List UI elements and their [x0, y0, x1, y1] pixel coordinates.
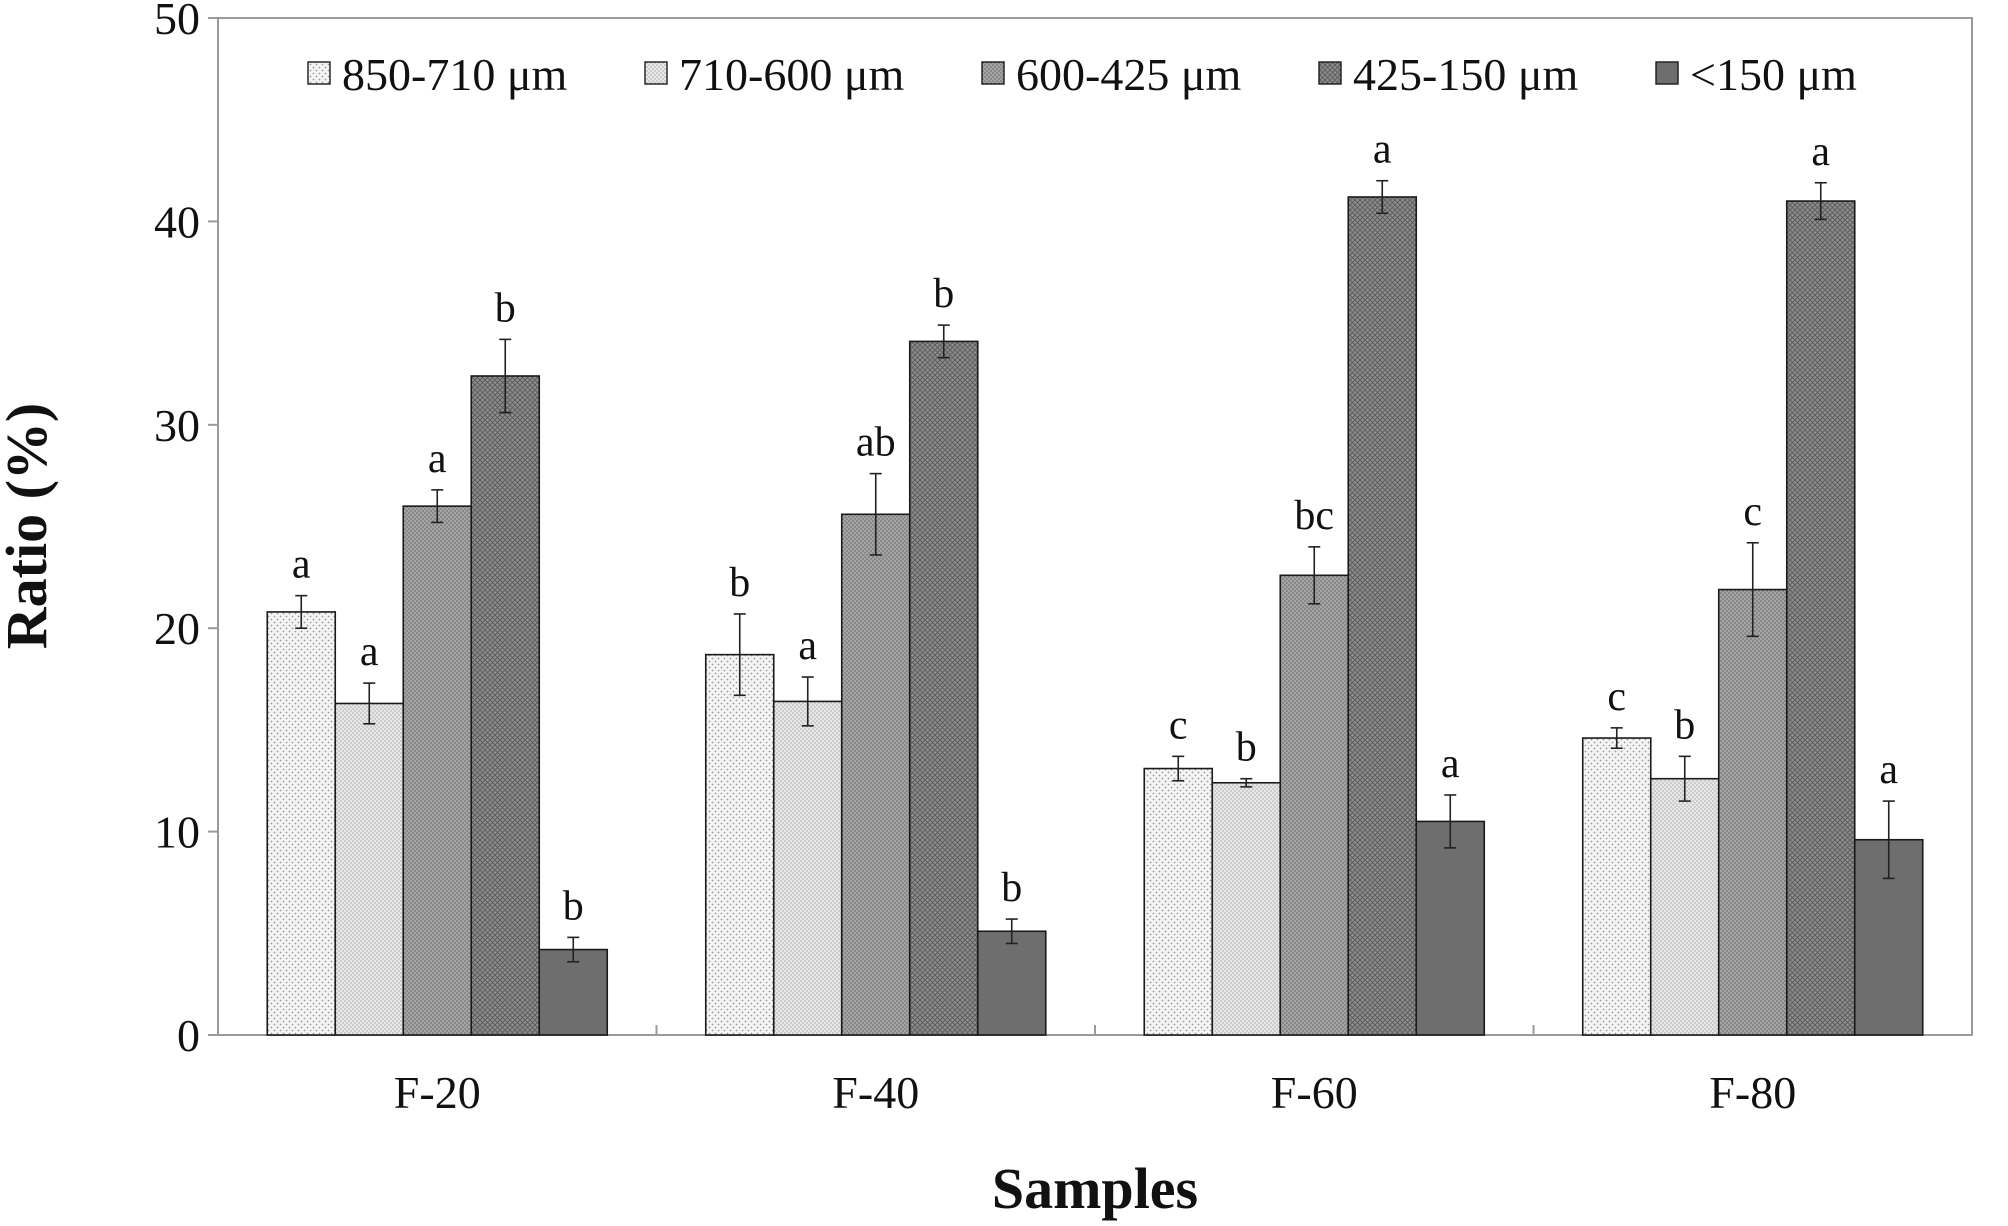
significance-letter: b: [1674, 702, 1695, 748]
y-tick-label: 30: [154, 400, 200, 451]
bar: [1143, 767, 1214, 1036]
y-tick-label: 10: [154, 807, 200, 858]
y-tick-label: 50: [154, 0, 200, 44]
significance-letter: b: [933, 271, 954, 317]
significance-letter: ab: [856, 420, 896, 466]
bar: [1649, 777, 1720, 1036]
legend-label: <150 μm: [1690, 49, 1857, 100]
significance-letter: a: [1373, 127, 1392, 173]
x-axis-title: Samples: [992, 1156, 1198, 1221]
bar: [1347, 196, 1418, 1036]
bar: [470, 375, 541, 1036]
bar: [1581, 737, 1652, 1036]
bar: [704, 653, 775, 1036]
legend-swatch: [307, 61, 331, 85]
bar: [908, 340, 979, 1036]
bar: [402, 505, 473, 1036]
bar: [772, 700, 843, 1036]
bar: [1785, 200, 1856, 1036]
significance-letter: c: [1607, 674, 1626, 720]
significance-letter: a: [1441, 741, 1460, 787]
significance-letter: a: [1811, 129, 1830, 175]
bar: [1211, 781, 1282, 1036]
legend-label: 710-600 μm: [679, 49, 904, 100]
significance-letter: a: [292, 542, 311, 588]
x-tick-label: F-60: [1271, 1067, 1358, 1118]
legend-label: 425-150 μm: [1353, 49, 1578, 100]
bar: [840, 513, 911, 1036]
bar: [1279, 574, 1350, 1036]
legend-swatch: [644, 61, 668, 85]
y-axis-title: Ratio (%): [0, 403, 59, 649]
x-tick-label: F-20: [394, 1067, 481, 1118]
y-tick-label: 0: [177, 1010, 200, 1061]
bar: [334, 702, 405, 1036]
legend-swatch: [1318, 61, 1342, 85]
bar: [266, 611, 337, 1036]
error-bars: [295, 179, 1895, 963]
y-tick-label: 20: [154, 603, 200, 654]
legend-label: 850-710 μm: [342, 49, 567, 100]
bar: [976, 930, 1047, 1036]
significance-letter: c: [1169, 702, 1188, 748]
significance-letter: bc: [1294, 493, 1334, 539]
significance-letter: b: [729, 560, 750, 606]
significance-letter: a: [360, 629, 379, 675]
significance-letter: b: [495, 285, 516, 331]
significance-letter: b: [1236, 725, 1257, 771]
bar: [1415, 820, 1486, 1036]
legend: 850-710 μm 710-600 μm 600-425 μm 425-150 μm…: [307, 49, 1857, 100]
significance-letter: b: [1001, 865, 1022, 911]
bar: [1717, 588, 1788, 1036]
x-axis: F-20 F-40 F-60 F-80: [394, 1025, 1796, 1118]
significance-letter: b: [563, 883, 584, 929]
significance-letter: c: [1743, 489, 1762, 535]
legend-swatch: [1655, 61, 1679, 85]
significance-letter: a: [1879, 747, 1898, 793]
significance-letter: a: [428, 436, 447, 482]
legend-swatch: [981, 61, 1005, 85]
bar: [538, 948, 609, 1036]
significance-letter: a: [798, 623, 817, 669]
y-axis: 0 10 20 30 40 50: [154, 0, 218, 1061]
x-tick-label: F-80: [1709, 1067, 1796, 1118]
x-tick-label: F-40: [832, 1067, 919, 1118]
y-tick-label: 40: [154, 196, 200, 247]
legend-label: 600-425 μm: [1016, 49, 1241, 100]
